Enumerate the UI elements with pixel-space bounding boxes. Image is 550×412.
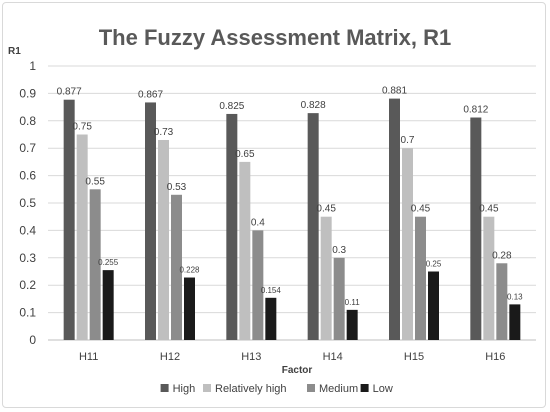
x-tick-label: H14 <box>323 351 343 363</box>
y-tick-label: 0.6 <box>19 169 36 183</box>
data-label: 0.828 <box>301 100 326 111</box>
chart-title: The Fuzzy Assessment Matrix, R1 <box>99 25 452 50</box>
y-tick-label: 0.4 <box>19 223 36 237</box>
data-label: 0.812 <box>463 105 488 116</box>
y-tick-label: 0.3 <box>19 251 36 265</box>
y-tick-label: 1 <box>29 59 36 73</box>
legend-swatch <box>307 384 315 392</box>
data-label: 0.45 <box>479 204 499 215</box>
legend-label: Medium <box>319 383 358 395</box>
y-tick-label: 0.5 <box>19 196 36 210</box>
bar <box>307 113 319 341</box>
legend-item: Relatively high <box>203 383 287 395</box>
bar <box>76 134 88 340</box>
bar <box>102 270 114 340</box>
legend-swatch <box>160 384 169 392</box>
data-label: 0.28 <box>492 250 512 261</box>
bar <box>428 271 439 340</box>
bar <box>320 216 332 340</box>
y-axis-label: R1 <box>8 46 21 57</box>
data-label: 0.45 <box>411 204 431 215</box>
data-label: 0.25 <box>426 260 442 269</box>
data-label: 0.55 <box>85 176 105 187</box>
x-tick-label: H16 <box>485 351 505 363</box>
y-ticks: 0 0.1 0.2 0.3 0.4 0.5 0.6 0.7 0.8 0.9 1 <box>19 59 36 347</box>
bar <box>171 194 182 340</box>
data-label: 0.877 <box>57 87 82 98</box>
data-label: 0.4 <box>251 217 265 228</box>
data-label: 0.53 <box>167 182 187 193</box>
data-label: 0.154 <box>261 286 282 295</box>
data-label: 0.255 <box>98 258 119 267</box>
legend-item: Low <box>360 383 393 395</box>
data-label: 0.3 <box>332 245 346 256</box>
data-label: 0.825 <box>219 101 244 112</box>
legend-label: Relatively high <box>215 383 287 395</box>
bar <box>346 309 358 340</box>
bar <box>415 216 426 340</box>
bar <box>265 297 277 340</box>
bar <box>89 189 101 340</box>
y-tick-label: 0.9 <box>19 86 36 100</box>
bar <box>184 277 195 340</box>
x-tick-label: H12 <box>160 351 180 363</box>
gridlines <box>48 65 536 341</box>
data-label: 0.73 <box>154 127 174 138</box>
bar <box>389 98 400 340</box>
legend-label: Low <box>373 383 393 395</box>
legend-label: High <box>173 383 196 395</box>
data-label: 0.75 <box>72 122 92 133</box>
bar <box>158 139 169 340</box>
bars <box>63 98 521 341</box>
data-label: 0.13 <box>507 292 523 301</box>
y-tick-label: 0 <box>29 333 36 347</box>
data-label: 0.7 <box>401 135 415 146</box>
data-label: 0.11 <box>345 298 361 307</box>
data-label: 0.867 <box>138 89 163 100</box>
legend-swatch <box>360 384 369 392</box>
x-tick-label: H15 <box>404 351 424 363</box>
data-label: 0.45 <box>316 204 336 215</box>
x-axis-label: Factor <box>282 365 313 376</box>
bar <box>496 263 508 340</box>
data-label: 0.65 <box>235 149 255 160</box>
bar <box>252 230 264 340</box>
bar <box>402 148 413 340</box>
legend-item: Medium <box>307 383 358 395</box>
legend: High Relatively high Medium Low <box>160 383 393 395</box>
x-tick-label: H13 <box>241 351 261 363</box>
bar <box>483 216 495 340</box>
bar <box>509 304 521 340</box>
legend-item: High <box>160 383 196 395</box>
x-tick-label: H11 <box>79 351 98 363</box>
bar <box>333 257 345 340</box>
legend-swatch <box>203 384 211 392</box>
x-ticks: H11 H12 H13 H14 H15 H16 <box>79 351 505 363</box>
bar <box>470 117 482 341</box>
data-label: 0.228 <box>179 266 200 275</box>
y-tick-label: 0.7 <box>19 141 36 155</box>
data-labels: 0.877 0.75 0.55 0.255 0.867 0.73 0.53 0.228 0.82… <box>57 86 524 307</box>
bar <box>145 102 156 340</box>
y-tick-label: 0.2 <box>19 278 36 292</box>
bar <box>63 99 75 341</box>
data-label: 0.881 <box>382 86 407 97</box>
bar <box>226 113 238 340</box>
y-tick-label: 0.8 <box>19 114 36 128</box>
y-tick-label: 0.1 <box>19 306 36 320</box>
bar <box>239 161 251 340</box>
